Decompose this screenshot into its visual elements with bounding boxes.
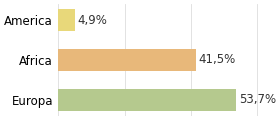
Text: 41,5%: 41,5%: [199, 54, 236, 66]
Bar: [59, 9, 75, 31]
Text: 53,7%: 53,7%: [239, 93, 276, 106]
Bar: [59, 89, 236, 111]
Text: 4,9%: 4,9%: [77, 14, 107, 27]
Bar: [59, 49, 196, 71]
